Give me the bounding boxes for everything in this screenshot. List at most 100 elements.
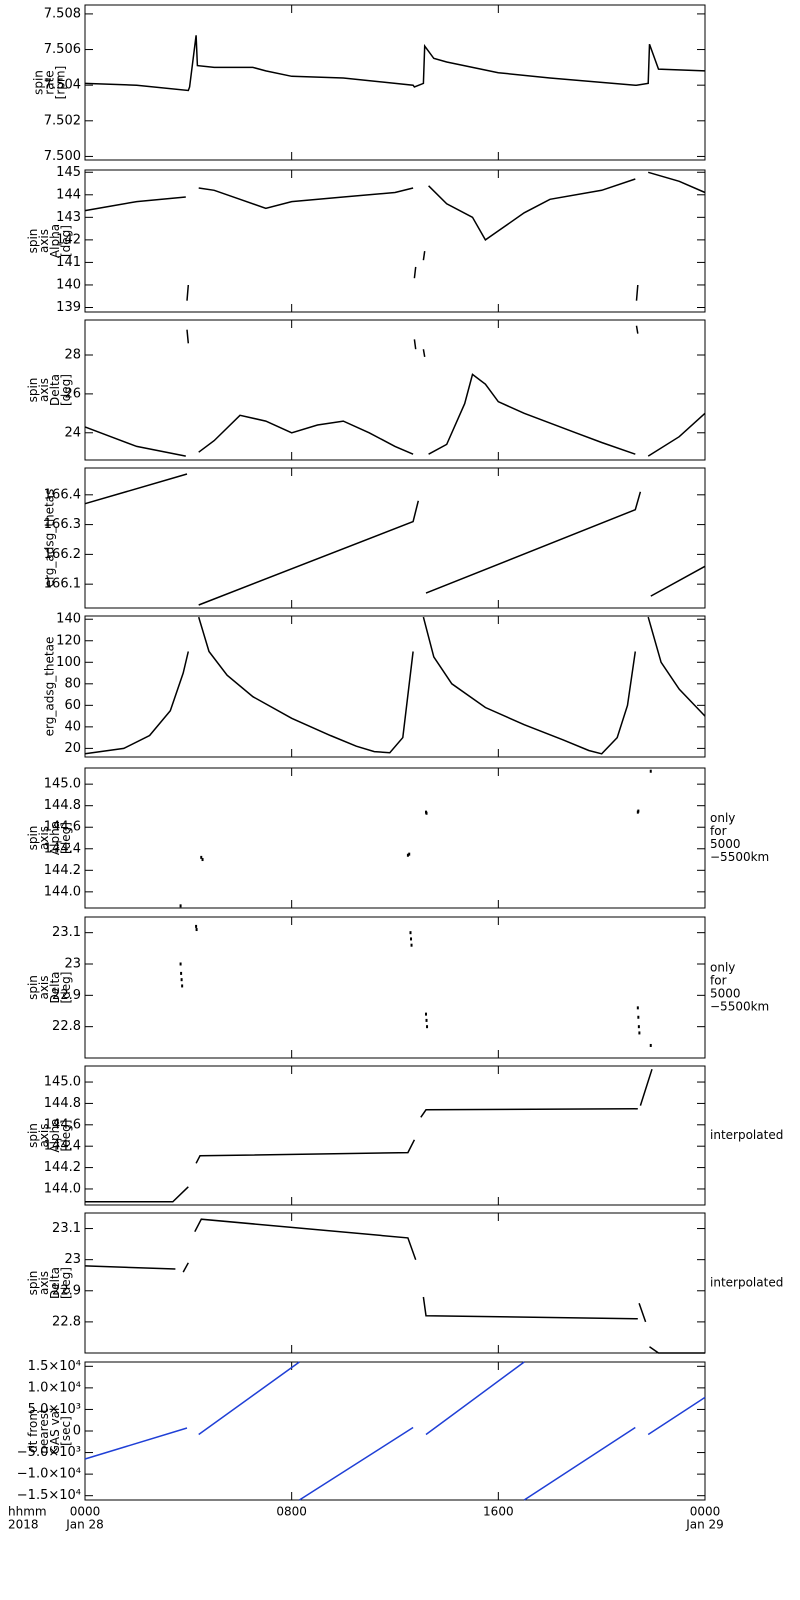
y-tick-label: 144.8	[44, 1096, 81, 1111]
panel-note: only	[710, 811, 735, 825]
y-tick-label: 144.6	[44, 820, 81, 835]
x-tick-label: 0000	[690, 1505, 721, 1519]
y-axis-label: [sec]	[59, 1416, 73, 1446]
panel-note: for	[710, 824, 727, 838]
y-axis-label: [deg]	[59, 1267, 73, 1299]
data-point	[406, 853, 409, 857]
y-axis-label: spin	[26, 229, 40, 254]
data-point	[638, 1031, 641, 1035]
x-axis-label: hhmm	[8, 1505, 47, 1519]
data-point	[637, 1025, 640, 1029]
y-tick-label: 1.0×10⁴	[28, 1380, 81, 1395]
y-tick-label: 145.0	[44, 1075, 81, 1090]
y-axis-label: axis	[37, 826, 51, 850]
panel-note: 5000	[710, 987, 741, 1001]
y-axis-label: axis	[37, 1123, 51, 1147]
y-tick-label: 141	[56, 255, 81, 270]
y-tick-label: 140	[56, 612, 81, 627]
x-tick-sublabel: Jan 28	[65, 1518, 104, 1532]
y-tick-label: 23	[64, 957, 81, 972]
data-point	[637, 809, 640, 813]
panel-note: interpolated	[710, 1128, 783, 1142]
data-line	[84, 1361, 706, 1501]
y-tick-label: 144.6	[44, 1117, 81, 1132]
y-axis-label: erg_adsg_thetae	[43, 637, 57, 737]
data-point	[180, 978, 183, 982]
y-axis-label: [deg]	[59, 972, 73, 1004]
data-point	[649, 1043, 652, 1047]
data-line	[84, 171, 706, 301]
data-point	[180, 971, 183, 975]
panel-frame	[84, 169, 706, 313]
y-axis-label: Alpha	[48, 224, 62, 258]
data-point	[201, 858, 204, 862]
y-tick-label: 22.8	[52, 1314, 81, 1329]
y-tick-label: 80	[64, 676, 81, 691]
y-tick-label: 140	[56, 277, 81, 292]
y-axis-label: axis	[37, 229, 51, 253]
y-tick-label: −1.0×10⁴	[17, 1467, 81, 1482]
y-tick-label: 142	[56, 232, 81, 247]
y-tick-label: 23.1	[52, 925, 81, 940]
data-point	[195, 924, 198, 928]
y-tick-label: 120	[56, 633, 81, 648]
data-line	[84, 1218, 705, 1354]
data-line	[84, 473, 706, 606]
y-axis-label: [deg]	[59, 374, 73, 406]
y-axis-label: [deg]	[59, 225, 73, 257]
y-axis-label: rate	[43, 70, 57, 94]
y-axis-label: [deg]	[59, 822, 73, 854]
y-tick-label: 144.4	[44, 841, 81, 856]
y-axis-label: axis	[37, 378, 51, 402]
y-tick-label: −5.0×10³	[17, 1445, 81, 1460]
data-point	[636, 1006, 639, 1010]
y-tick-label: 22.9	[52, 988, 81, 1003]
y-axis-label: spin	[26, 1123, 40, 1148]
x-tick-label: 1600	[483, 1505, 514, 1519]
data-point	[195, 928, 198, 932]
y-axis-label: spin	[32, 70, 46, 95]
x-tick-sublabel: Jan 29	[685, 1518, 724, 1532]
y-tick-label: 40	[64, 719, 81, 734]
panel-frame	[84, 916, 706, 1059]
y-axis-label: Delta	[48, 374, 62, 406]
y-tick-label: 23.1	[52, 1221, 81, 1236]
panel-frame	[84, 615, 706, 758]
panel-note: −5500km	[710, 850, 769, 864]
panel-frame	[84, 1065, 706, 1206]
data-point	[179, 904, 182, 908]
y-tick-label: 145.0	[44, 777, 81, 792]
y-tick-label: 144	[56, 187, 81, 202]
data-point	[200, 855, 203, 859]
data-point	[409, 931, 412, 935]
y-tick-label: 145	[56, 165, 81, 180]
panel-note: −5500km	[710, 1000, 769, 1014]
y-tick-label: 144.4	[44, 1139, 81, 1154]
y-tick-label: −1.5×10⁴	[17, 1488, 81, 1503]
y-tick-label: 5.0×10³	[28, 1402, 81, 1417]
y-tick-label: 144.2	[44, 1160, 81, 1175]
data-point	[649, 769, 652, 773]
y-tick-label: 143	[56, 210, 81, 225]
y-tick-label: 60	[64, 698, 81, 713]
y-tick-label: 28	[64, 348, 81, 363]
y-axis-label: Alpha	[48, 821, 62, 855]
y-tick-label: 166.3	[44, 517, 81, 532]
y-tick-label: 144.0	[44, 884, 81, 899]
data-line	[84, 325, 706, 457]
y-tick-label: 22.8	[52, 1019, 81, 1034]
data-point	[425, 811, 428, 815]
y-tick-label: 144.0	[44, 1181, 81, 1196]
y-tick-label: 166.4	[44, 487, 81, 502]
y-tick-label: 7.508	[44, 6, 81, 21]
y-tick-label: 7.504	[44, 78, 81, 93]
panel-frame	[84, 767, 706, 909]
x-tick-label: 0800	[276, 1505, 307, 1519]
y-axis-label: erg_adsg_thetas	[43, 489, 57, 588]
y-axis-label: [rpm]	[54, 66, 68, 100]
y-tick-label: 20	[64, 741, 81, 756]
y-tick-label: 144.8	[44, 798, 81, 813]
y-tick-label: 23	[64, 1252, 81, 1267]
y-axis-label: spin	[26, 975, 40, 1000]
